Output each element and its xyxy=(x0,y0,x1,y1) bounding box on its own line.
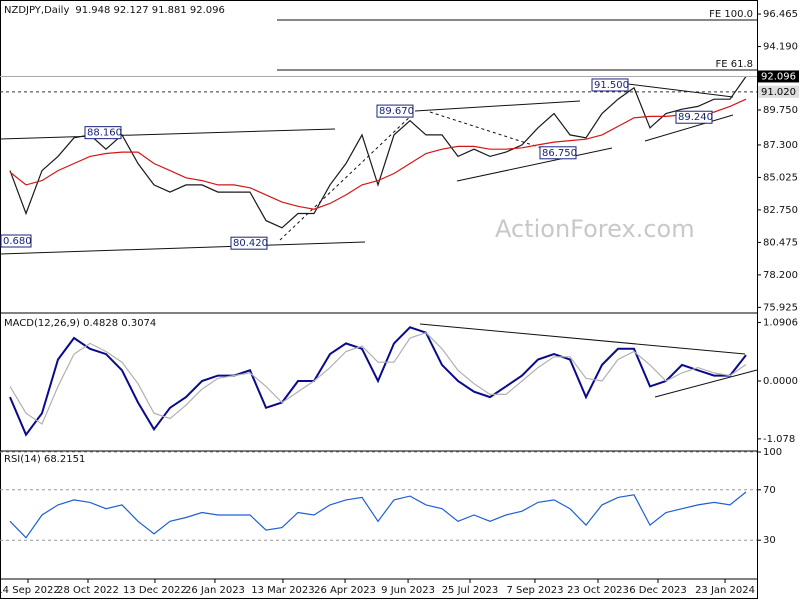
level-box xyxy=(675,110,713,124)
macd-title: MACD(12,26,9) 0.4828 0.3074 xyxy=(4,318,156,329)
series-line xyxy=(9,332,747,425)
y-tick-label: 100 xyxy=(763,447,782,458)
y-tick-label: 70 xyxy=(763,485,776,496)
x-tick-label: 26 Jan 2023 xyxy=(185,585,245,596)
y-tick-label: -1.078 xyxy=(763,434,795,445)
x-tick-label: 26 Apr 2023 xyxy=(314,585,376,596)
x-tick-label: 25 Jul 2023 xyxy=(442,585,499,596)
y-tick-label: 30 xyxy=(763,535,776,546)
trendline xyxy=(654,369,758,398)
level-label: 89.670 xyxy=(379,106,414,117)
y-tick-label: 0.0000 xyxy=(763,376,798,387)
y-tick-label: 75.925 xyxy=(763,302,798,313)
trendline xyxy=(279,111,416,241)
level-label: 86.750 xyxy=(542,148,577,159)
header: NZDJPY,Daily 91.948 92.127 91.881 92.096 xyxy=(4,5,225,16)
y-tick-label: 80.475 xyxy=(763,237,798,248)
x-tick-label: 7 Sep 2023 xyxy=(506,585,563,596)
fe-label: FE 61.8 xyxy=(715,59,753,70)
level-box xyxy=(0,234,32,248)
price-tag xyxy=(758,85,799,98)
y-tick-label: 82.750 xyxy=(763,205,798,216)
level-label: 89.240 xyxy=(678,112,713,123)
trendline xyxy=(0,128,336,140)
price-tag-label: 92.096 xyxy=(761,71,796,82)
trendline xyxy=(627,83,734,98)
x-tick-label: 23 Jan 2024 xyxy=(695,585,755,596)
x-tick-label: 13 Mar 2023 xyxy=(251,585,314,596)
x-tick-label: 23 Oct 2023 xyxy=(567,585,629,596)
x-tick-label: 13 Dec 2022 xyxy=(123,585,187,596)
trendlines xyxy=(0,83,758,398)
trendline xyxy=(0,241,366,255)
rsi-title: RSI(14) 68.2151 xyxy=(4,454,85,465)
series-line xyxy=(9,76,747,229)
x-tick-label: 14 Sep 2022 xyxy=(0,585,60,596)
trendline xyxy=(419,323,746,355)
y-tick-label: 85.025 xyxy=(763,172,798,183)
trendline xyxy=(429,111,549,151)
symbol: NZDJPY,Daily xyxy=(4,5,69,16)
trendline xyxy=(414,100,581,112)
y-tick-label: 94.190 xyxy=(763,42,798,53)
y-tick-label: 96.465 xyxy=(763,9,798,20)
level-box xyxy=(84,126,122,140)
level-label: 80.420 xyxy=(233,238,268,249)
y-tick-label: 1.0906 xyxy=(763,317,798,328)
x-tick-label: 9 Jun 2023 xyxy=(381,585,435,596)
level-box xyxy=(539,146,577,160)
trendline xyxy=(456,147,613,182)
y-tick-label: 78.200 xyxy=(763,270,798,281)
level-box xyxy=(591,78,629,92)
price-tag-label: 91.020 xyxy=(761,87,796,98)
price-tag xyxy=(758,70,799,83)
level-label: 0.680 xyxy=(3,236,32,247)
trendline xyxy=(644,114,734,142)
y-tick-label: 87.300 xyxy=(763,140,798,151)
level-label: 88.160 xyxy=(87,128,122,139)
y-tick-label: 89.750 xyxy=(763,105,798,116)
watermark: ActionForex.com xyxy=(495,215,695,243)
series-line xyxy=(9,98,747,210)
ohlc: 91.948 92.127 91.881 92.096 xyxy=(75,5,225,16)
x-tick-label: 28 Oct 2022 xyxy=(57,585,119,596)
fe-label: FE 100.0 xyxy=(709,9,753,20)
level-box xyxy=(376,104,414,118)
x-tick-label: 6 Dec 2023 xyxy=(629,585,687,596)
level-box xyxy=(230,236,268,250)
series-line xyxy=(9,491,747,539)
level-label: 91.500 xyxy=(594,80,629,91)
frame xyxy=(0,0,758,599)
series-line xyxy=(9,326,747,437)
